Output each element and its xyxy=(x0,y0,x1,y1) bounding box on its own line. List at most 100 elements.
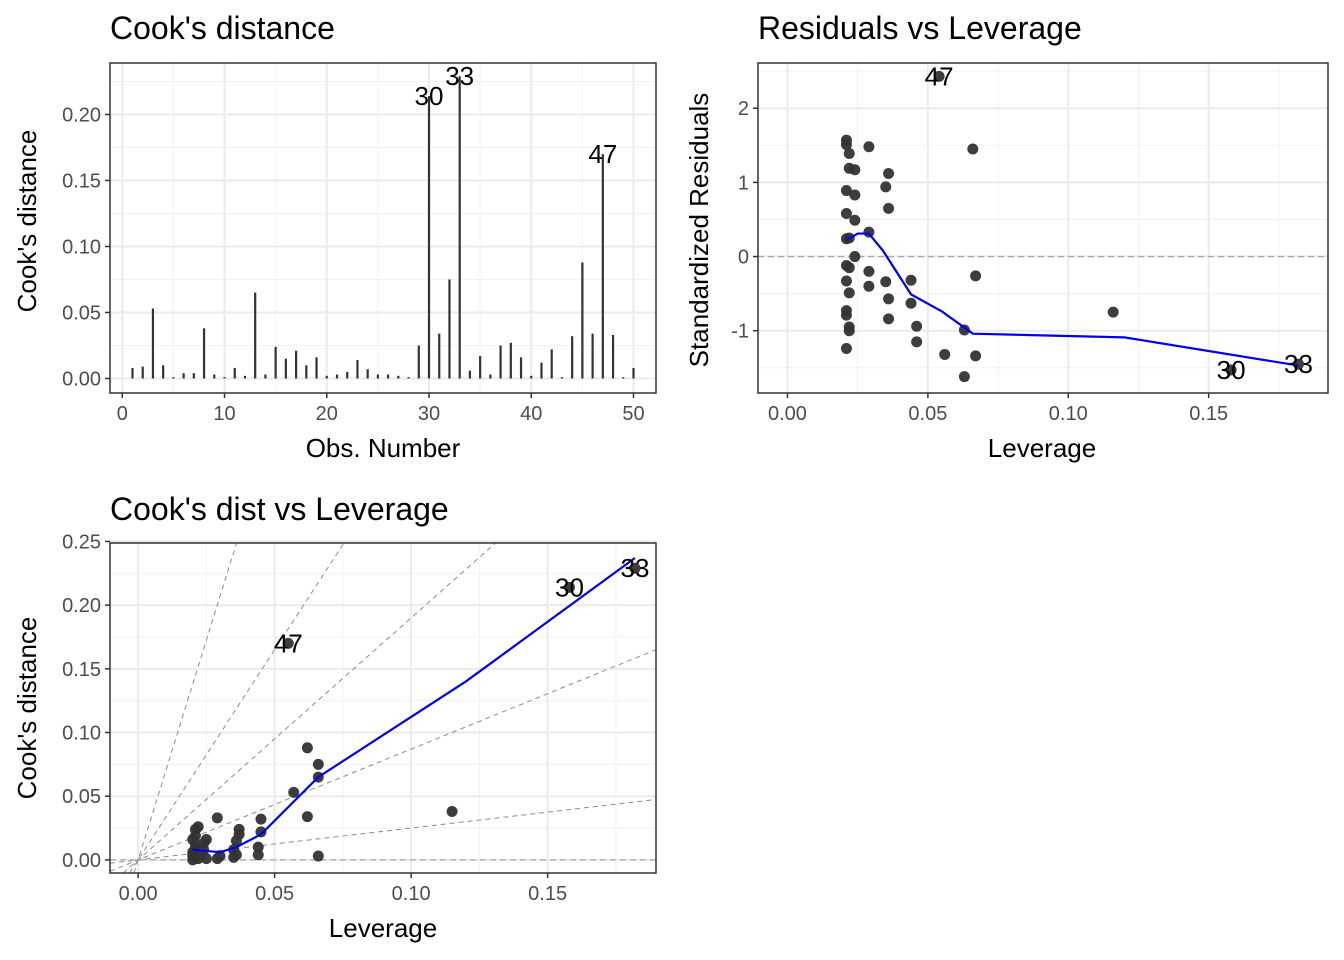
residual-point xyxy=(840,343,852,355)
panel3-xtick-label: 0.05 xyxy=(255,883,294,905)
residual-point xyxy=(840,185,852,197)
panel2-data-layer xyxy=(758,70,1328,383)
residual-point xyxy=(883,167,895,179)
cooks-bar-label-47: 47 xyxy=(588,139,617,169)
panel2-plot-background xyxy=(758,63,1328,393)
cooks-leverage-point xyxy=(288,786,300,798)
residual-point xyxy=(970,270,982,282)
residual-point xyxy=(863,265,875,277)
panel2-ytick-label: -1 xyxy=(731,321,749,343)
panel1-ytick-label: 0.10 xyxy=(62,236,101,258)
residual-point xyxy=(880,181,892,193)
panel1-ylabel: Cook's distance xyxy=(12,130,42,313)
cooks-leverage-point xyxy=(233,823,245,835)
panel3-ylabel: Cook's distance xyxy=(12,617,42,800)
panel3-title: Cook's dist vs Leverage xyxy=(110,491,449,527)
residual-point-label-30: 30 xyxy=(1217,355,1246,385)
cooks-contour-line xyxy=(133,543,238,873)
residual-point xyxy=(863,226,875,238)
cooks-leverage-label-30: 30 xyxy=(555,572,584,602)
panel3-ytick-label: 0.10 xyxy=(62,723,101,745)
cooks-leverage-point xyxy=(200,834,212,846)
cooks-leverage-point xyxy=(282,637,294,649)
residual-point xyxy=(967,143,979,155)
residual-point xyxy=(863,141,875,153)
residual-point xyxy=(911,320,923,332)
cooks-leverage-point xyxy=(214,850,226,862)
cooks-leverage-point xyxy=(211,812,223,824)
panel2-xtick-label: 0.15 xyxy=(1189,403,1228,425)
panel2-xlabel: Leverage xyxy=(988,433,1096,463)
residual-point xyxy=(840,309,852,321)
residual-point xyxy=(849,214,861,226)
residual-point xyxy=(843,325,855,337)
residuals-vs-leverage-panel: 0.00 0.05 0.10 0.15 -1 0 1 2 47 30 33 xyxy=(731,61,1329,425)
panel1-data-layer xyxy=(131,76,635,379)
residual-point xyxy=(1107,306,1119,318)
cooks-leverage-point xyxy=(192,821,204,833)
panel2-title: Residuals vs Leverage xyxy=(758,10,1082,46)
panel1-ytick-label: 0.15 xyxy=(62,170,101,192)
panel3-xtick-label: 0.15 xyxy=(528,883,567,905)
cooks-leverage-label-33: 33 xyxy=(621,553,650,583)
panel3-ytick-label: 0.05 xyxy=(62,786,101,808)
residual-point xyxy=(863,280,875,292)
panel3-ytick-label: 0.00 xyxy=(62,850,101,872)
residual-point xyxy=(970,350,982,362)
panel1-xtick-label: 30 xyxy=(418,403,440,425)
panel3-plot-background xyxy=(110,543,656,873)
panel1-ytick-label: 0.05 xyxy=(62,302,101,324)
panel3-ytick-label: 0.15 xyxy=(62,659,101,681)
panel1-xtick-label: 0 xyxy=(117,403,128,425)
residual-point xyxy=(840,275,852,287)
residual-point xyxy=(880,276,892,288)
cooks-leverage-point xyxy=(301,811,313,823)
residual-point xyxy=(840,139,852,151)
residual-point xyxy=(843,287,855,299)
residual-point xyxy=(1225,364,1237,376)
panel1-xtick-label: 20 xyxy=(316,403,338,425)
cooks-bar-label-30: 30 xyxy=(415,81,444,111)
panel1-ytick-label: 0.00 xyxy=(62,368,101,390)
residual-point xyxy=(958,324,970,336)
cooks-leverage-point xyxy=(312,758,324,770)
panel1-panel-border xyxy=(109,62,657,394)
panel1-ytick-label: 0.20 xyxy=(62,104,101,126)
cooks-leverage-point xyxy=(629,562,641,574)
panel1-xlabel: Obs. Number xyxy=(306,433,461,463)
cooks-leverage-point xyxy=(255,813,267,825)
residual-smooth-line xyxy=(845,232,1299,367)
cooks-leverage-point xyxy=(252,849,264,861)
panel3-xtick-label: 0.10 xyxy=(392,883,431,905)
panel1-plot-background xyxy=(110,63,656,393)
cooks-leverage-smooth-line xyxy=(192,557,636,854)
panel3-ytick-label: 0.25 xyxy=(62,531,101,553)
panel3-xlabel: Leverage xyxy=(329,913,437,943)
cooks-dist-vs-leverage-panel: 0.00 0.05 0.10 0.15 0.00 0.05 0.10 0.15 0.20 0.25… xyxy=(62,531,657,905)
cooks-leverage-point xyxy=(200,853,212,865)
residual-point-label-33: 33 xyxy=(1284,349,1313,379)
residual-point xyxy=(933,70,945,82)
panel1-xtick-label: 50 xyxy=(622,403,644,425)
panel1-xtick-label: 10 xyxy=(213,403,235,425)
residual-point xyxy=(840,208,852,220)
residual-point xyxy=(939,348,951,360)
residual-point xyxy=(958,371,970,383)
cooks-leverage-point xyxy=(563,581,575,593)
panel2-ytick-label: 1 xyxy=(738,172,749,194)
residual-point xyxy=(1293,358,1305,370)
panel3-ytick-label: 0.20 xyxy=(62,595,101,617)
cooks-leverage-label-47: 47 xyxy=(274,628,303,658)
panel3-xtick-label: 0.00 xyxy=(119,883,158,905)
panel2-panel-border xyxy=(757,62,1329,394)
panel2-xtick-label: 0.05 xyxy=(908,403,947,425)
residual-point xyxy=(849,164,861,176)
cooks-leverage-point xyxy=(252,841,264,853)
panel1-title: Cook's distance xyxy=(110,10,335,46)
panel2-ylabel: Standardized Residuals xyxy=(684,93,714,368)
panel2-ytick-label: 0 xyxy=(738,247,749,269)
cooks-leverage-point xyxy=(312,850,324,862)
cooks-leverage-point xyxy=(301,742,313,754)
